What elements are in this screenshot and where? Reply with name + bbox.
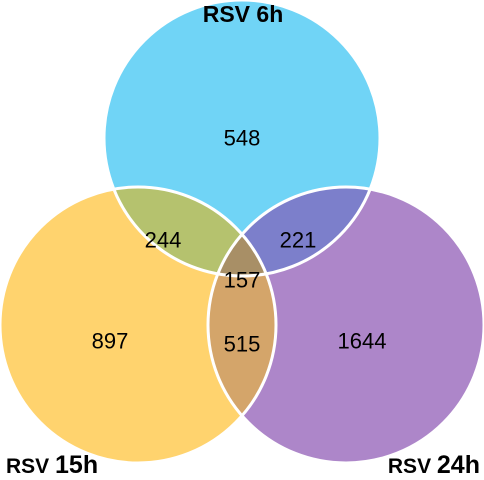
set-6h-outline — [102, 0, 382, 278]
count-only-6h: 548 — [224, 126, 261, 151]
label-rsv-6h: RSV 6h — [203, 1, 284, 27]
set-24h-outline — [206, 185, 484, 465]
label-rsv-24h: RSV 24h — [388, 451, 480, 479]
count-6h-15h: 244 — [145, 228, 182, 253]
count-6h-24h: 221 — [280, 228, 317, 253]
overlap-6h-24h — [208, 187, 380, 276]
overlap-6h-15h — [104, 187, 276, 276]
set-15h-outline — [0, 185, 278, 465]
label-rsv-15h: RSV 15h — [6, 451, 98, 479]
count-only-24h: 1644 — [338, 329, 387, 354]
count-only-15h: 897 — [92, 329, 129, 354]
count-all: 157 — [224, 268, 261, 293]
count-15h-24h: 515 — [224, 332, 261, 357]
